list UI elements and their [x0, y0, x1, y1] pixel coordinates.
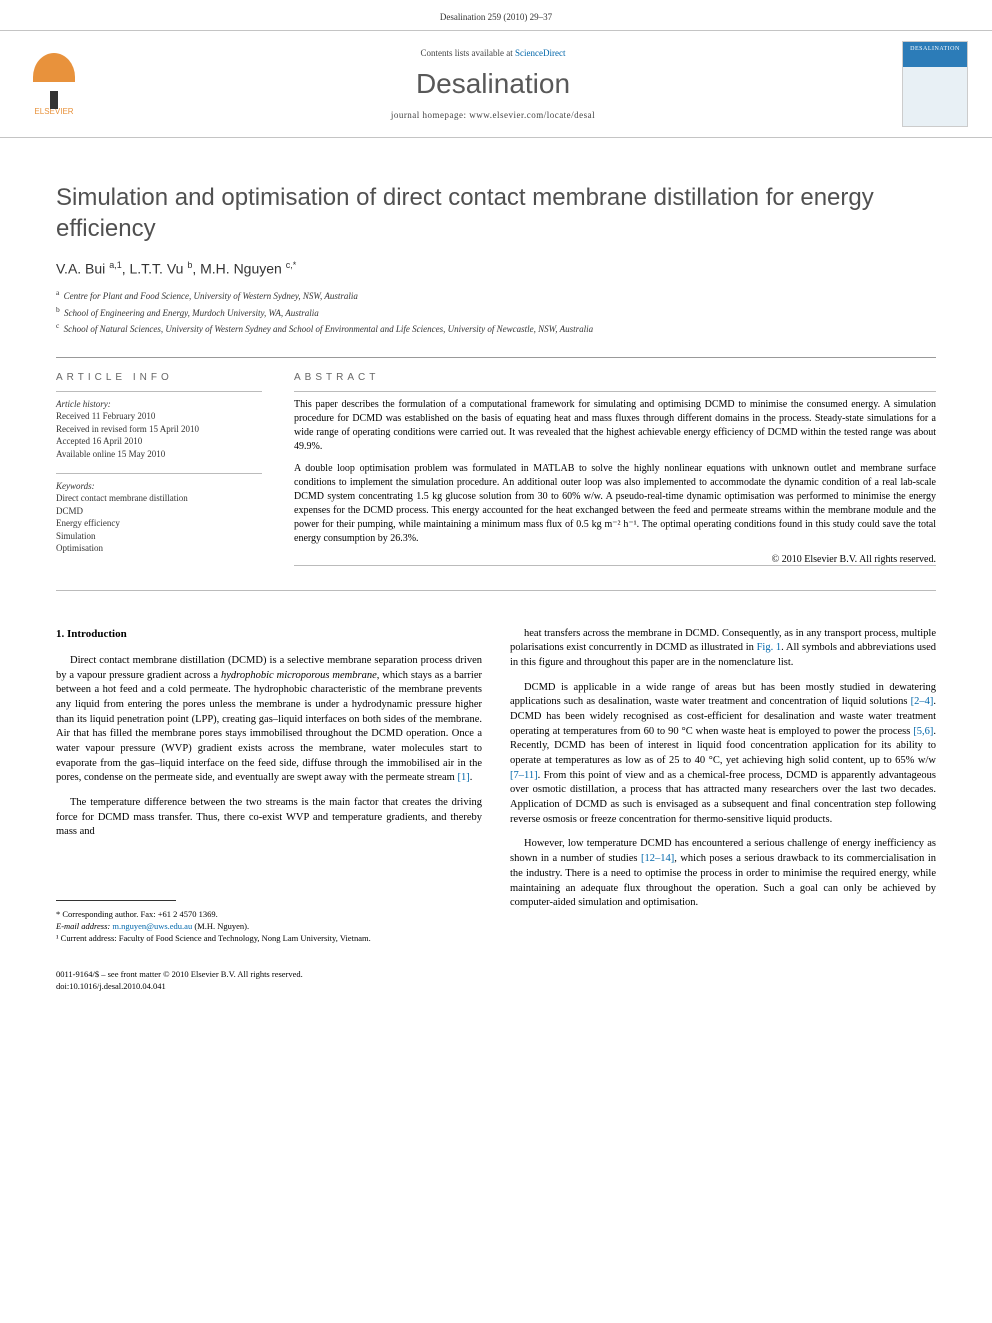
- ref-link[interactable]: [2–4]: [911, 696, 934, 707]
- affiliations: a Centre for Plant and Food Science, Uni…: [56, 287, 936, 337]
- col1-para-1: Direct contact membrane distillation (DC…: [56, 654, 482, 786]
- homepage-prefix: journal homepage:: [391, 110, 469, 120]
- journal-cover-label: DESALINATION: [903, 42, 967, 52]
- history-line: Accepted 16 April 2010: [56, 435, 262, 448]
- doi-line: doi:10.1016/j.desal.2010.04.041: [56, 981, 482, 993]
- footnotes: * Corresponding author. Fax: +61 2 4570 …: [56, 909, 482, 945]
- ref-link[interactable]: [12–14]: [641, 853, 674, 864]
- ref-link[interactable]: [7–11]: [510, 770, 538, 781]
- keyword: Direct contact membrane distillation: [56, 492, 262, 505]
- history-label: Article history:: [56, 398, 262, 411]
- sciencedirect-link[interactable]: ScienceDirect: [515, 48, 565, 58]
- abstract-para-2: A double loop optimisation problem was f…: [294, 462, 936, 546]
- author-current-address-note: ¹ Current address: Faculty of Food Scien…: [56, 933, 482, 945]
- keywords-label: Keywords:: [56, 480, 262, 493]
- running-citation: Desalination 259 (2010) 29–37: [0, 0, 992, 30]
- article-history: Article history: Received 11 February 20…: [56, 398, 262, 461]
- corresponding-author-note: * Corresponding author. Fax: +61 2 4570 …: [56, 909, 482, 921]
- journal-homepage-line: journal homepage: www.elsevier.com/locat…: [100, 110, 886, 120]
- affiliation-line: b School of Engineering and Energy, Murd…: [56, 304, 936, 321]
- affiliation-line: c School of Natural Sciences, University…: [56, 320, 936, 337]
- journal-cover-thumbnail: DESALINATION: [902, 41, 968, 127]
- authors-line: V.A. Bui a,1, L.T.T. Vu b, M.H. Nguyen c…: [56, 260, 936, 277]
- abstract-copyright: © 2010 Elsevier B.V. All rights reserved…: [294, 554, 936, 565]
- keywords-block: Keywords: Direct contact membrane distil…: [56, 480, 262, 556]
- journal-name: Desalination: [100, 68, 886, 100]
- history-line: Received in revised form 15 April 2010: [56, 423, 262, 436]
- keyword: DCMD: [56, 505, 262, 518]
- publishing-footer: 0011-9164/$ – see front matter © 2010 El…: [56, 969, 482, 993]
- email-attribution: (M.H. Nguyen).: [192, 921, 249, 931]
- info-abstract-row: ARTICLE INFO Article history: Received 1…: [56, 372, 936, 572]
- article-content: Simulation and optimisation of direct co…: [0, 138, 992, 1017]
- masthead-center: Contents lists available at ScienceDirec…: [100, 48, 886, 120]
- elsevier-tree-icon: [33, 53, 75, 101]
- contents-available-line: Contents lists available at ScienceDirec…: [100, 48, 886, 58]
- abstract-divider: [294, 391, 936, 392]
- publisher-logo: ELSEVIER: [24, 48, 84, 120]
- footnote-divider: [56, 900, 176, 901]
- homepage-url: www.elsevier.com/locate/desal: [469, 110, 595, 120]
- col2-para-3: However, low temperature DCMD has encoun…: [510, 837, 936, 910]
- column-right: heat transfers across the membrane in DC…: [510, 627, 936, 993]
- history-line: Received 11 February 2010: [56, 410, 262, 423]
- article-info-heading: ARTICLE INFO: [56, 372, 262, 383]
- affiliation-line: a Centre for Plant and Food Science, Uni…: [56, 287, 936, 304]
- article-info-divider-2: [56, 473, 262, 474]
- ref-link[interactable]: [5,6]: [913, 726, 933, 737]
- keyword: Optimisation: [56, 542, 262, 555]
- journal-masthead: ELSEVIER Contents lists available at Sci…: [0, 30, 992, 138]
- history-line: Available online 15 May 2010: [56, 448, 262, 461]
- section-1-heading: 1. Introduction: [56, 627, 482, 642]
- divider-top: [56, 357, 936, 358]
- corresponding-email-link[interactable]: m.nguyen@uws.edu.au: [112, 921, 192, 931]
- keyword: Energy efficiency: [56, 517, 262, 530]
- divider-mid: [56, 590, 936, 591]
- body-columns: 1. Introduction Direct contact membrane …: [56, 627, 936, 993]
- abstract-para-1: This paper describes the formulation of …: [294, 398, 936, 454]
- article-info-divider-1: [56, 391, 262, 392]
- front-matter-line: 0011-9164/$ – see front matter © 2010 El…: [56, 969, 482, 981]
- col2-para-2: DCMD is applicable in a wide range of ar…: [510, 681, 936, 828]
- col1-para-2: The temperature difference between the t…: [56, 796, 482, 840]
- article-title: Simulation and optimisation of direct co…: [56, 182, 936, 244]
- ref-link[interactable]: Fig. 1: [757, 642, 782, 653]
- col2-para-1: heat transfers across the membrane in DC…: [510, 627, 936, 671]
- keyword: Simulation: [56, 530, 262, 543]
- article-info-panel: ARTICLE INFO Article history: Received 1…: [56, 372, 262, 572]
- email-label: E-mail address:: [56, 921, 110, 931]
- abstract-panel: ABSTRACT This paper describes the formul…: [294, 372, 936, 572]
- contents-prefix: Contents lists available at: [421, 48, 515, 58]
- column-left: 1. Introduction Direct contact membrane …: [56, 627, 482, 993]
- ref-link[interactable]: [1]: [457, 772, 469, 783]
- abstract-heading: ABSTRACT: [294, 372, 936, 383]
- email-line: E-mail address: m.nguyen@uws.edu.au (M.H…: [56, 921, 482, 933]
- abstract-bottom-divider: [294, 565, 936, 566]
